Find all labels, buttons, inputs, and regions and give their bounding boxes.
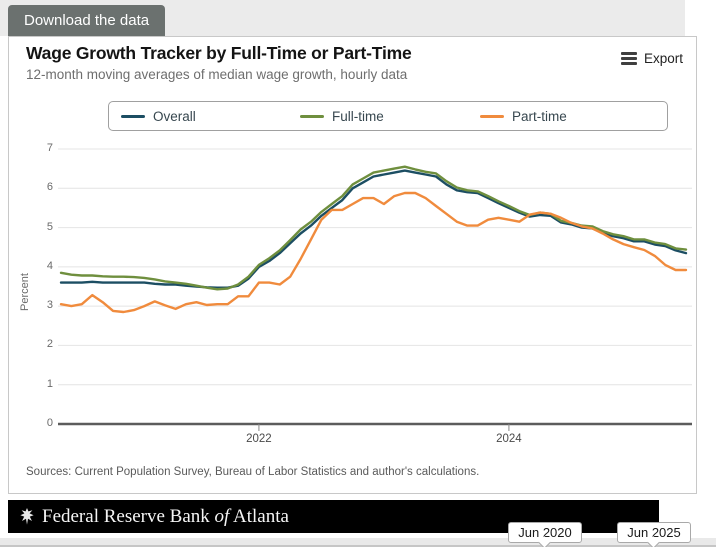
range-start-label: Jun 2020 bbox=[518, 525, 572, 540]
legend-item-part-time[interactable]: Part-time bbox=[480, 102, 567, 130]
legend-label: Overall bbox=[153, 108, 196, 124]
source-note: Sources: Current Population Survey, Bure… bbox=[26, 466, 480, 478]
y-axis-title: Percent bbox=[19, 273, 31, 311]
legend-item-full-time[interactable]: Full-time bbox=[300, 102, 384, 130]
export-button[interactable]: Export bbox=[620, 51, 683, 66]
chart-card: 0 1 2 3 4 5 6 7 2022 2024 Wage Growth Tracker by … bbox=[8, 36, 697, 494]
legend-label: Full-time bbox=[332, 108, 384, 124]
download-data-button[interactable]: Download the data bbox=[8, 5, 166, 36]
range-slider-handle-start[interactable]: Jun 2020 bbox=[508, 522, 582, 547]
legend-item-overall[interactable]: Overall bbox=[121, 102, 196, 130]
fed-eagle-logo bbox=[20, 508, 34, 525]
legend-label: Part-time bbox=[512, 108, 567, 124]
chart-legend: Overall Full-time Part-time bbox=[108, 101, 668, 131]
hamburger-menu-icon bbox=[620, 52, 637, 65]
range-slider-handle-end[interactable]: Jun 2025 bbox=[617, 522, 691, 547]
range-end-label: Jun 2025 bbox=[627, 525, 681, 540]
full-time-series-swatch bbox=[300, 114, 324, 118]
wage-growth-chart[interactable] bbox=[9, 37, 698, 495]
overall-series-swatch bbox=[121, 114, 145, 118]
chart-title: Wage Growth Tracker by Full-Time or Part… bbox=[26, 43, 412, 63]
part-time-series-swatch bbox=[480, 114, 504, 118]
footer-bank-name: Federal Reserve Bank of Atlanta bbox=[42, 505, 289, 527]
bottom-strip bbox=[0, 538, 716, 547]
export-label: Export bbox=[643, 51, 683, 66]
chart-subtitle: 12-month moving averages of median wage … bbox=[26, 67, 408, 82]
